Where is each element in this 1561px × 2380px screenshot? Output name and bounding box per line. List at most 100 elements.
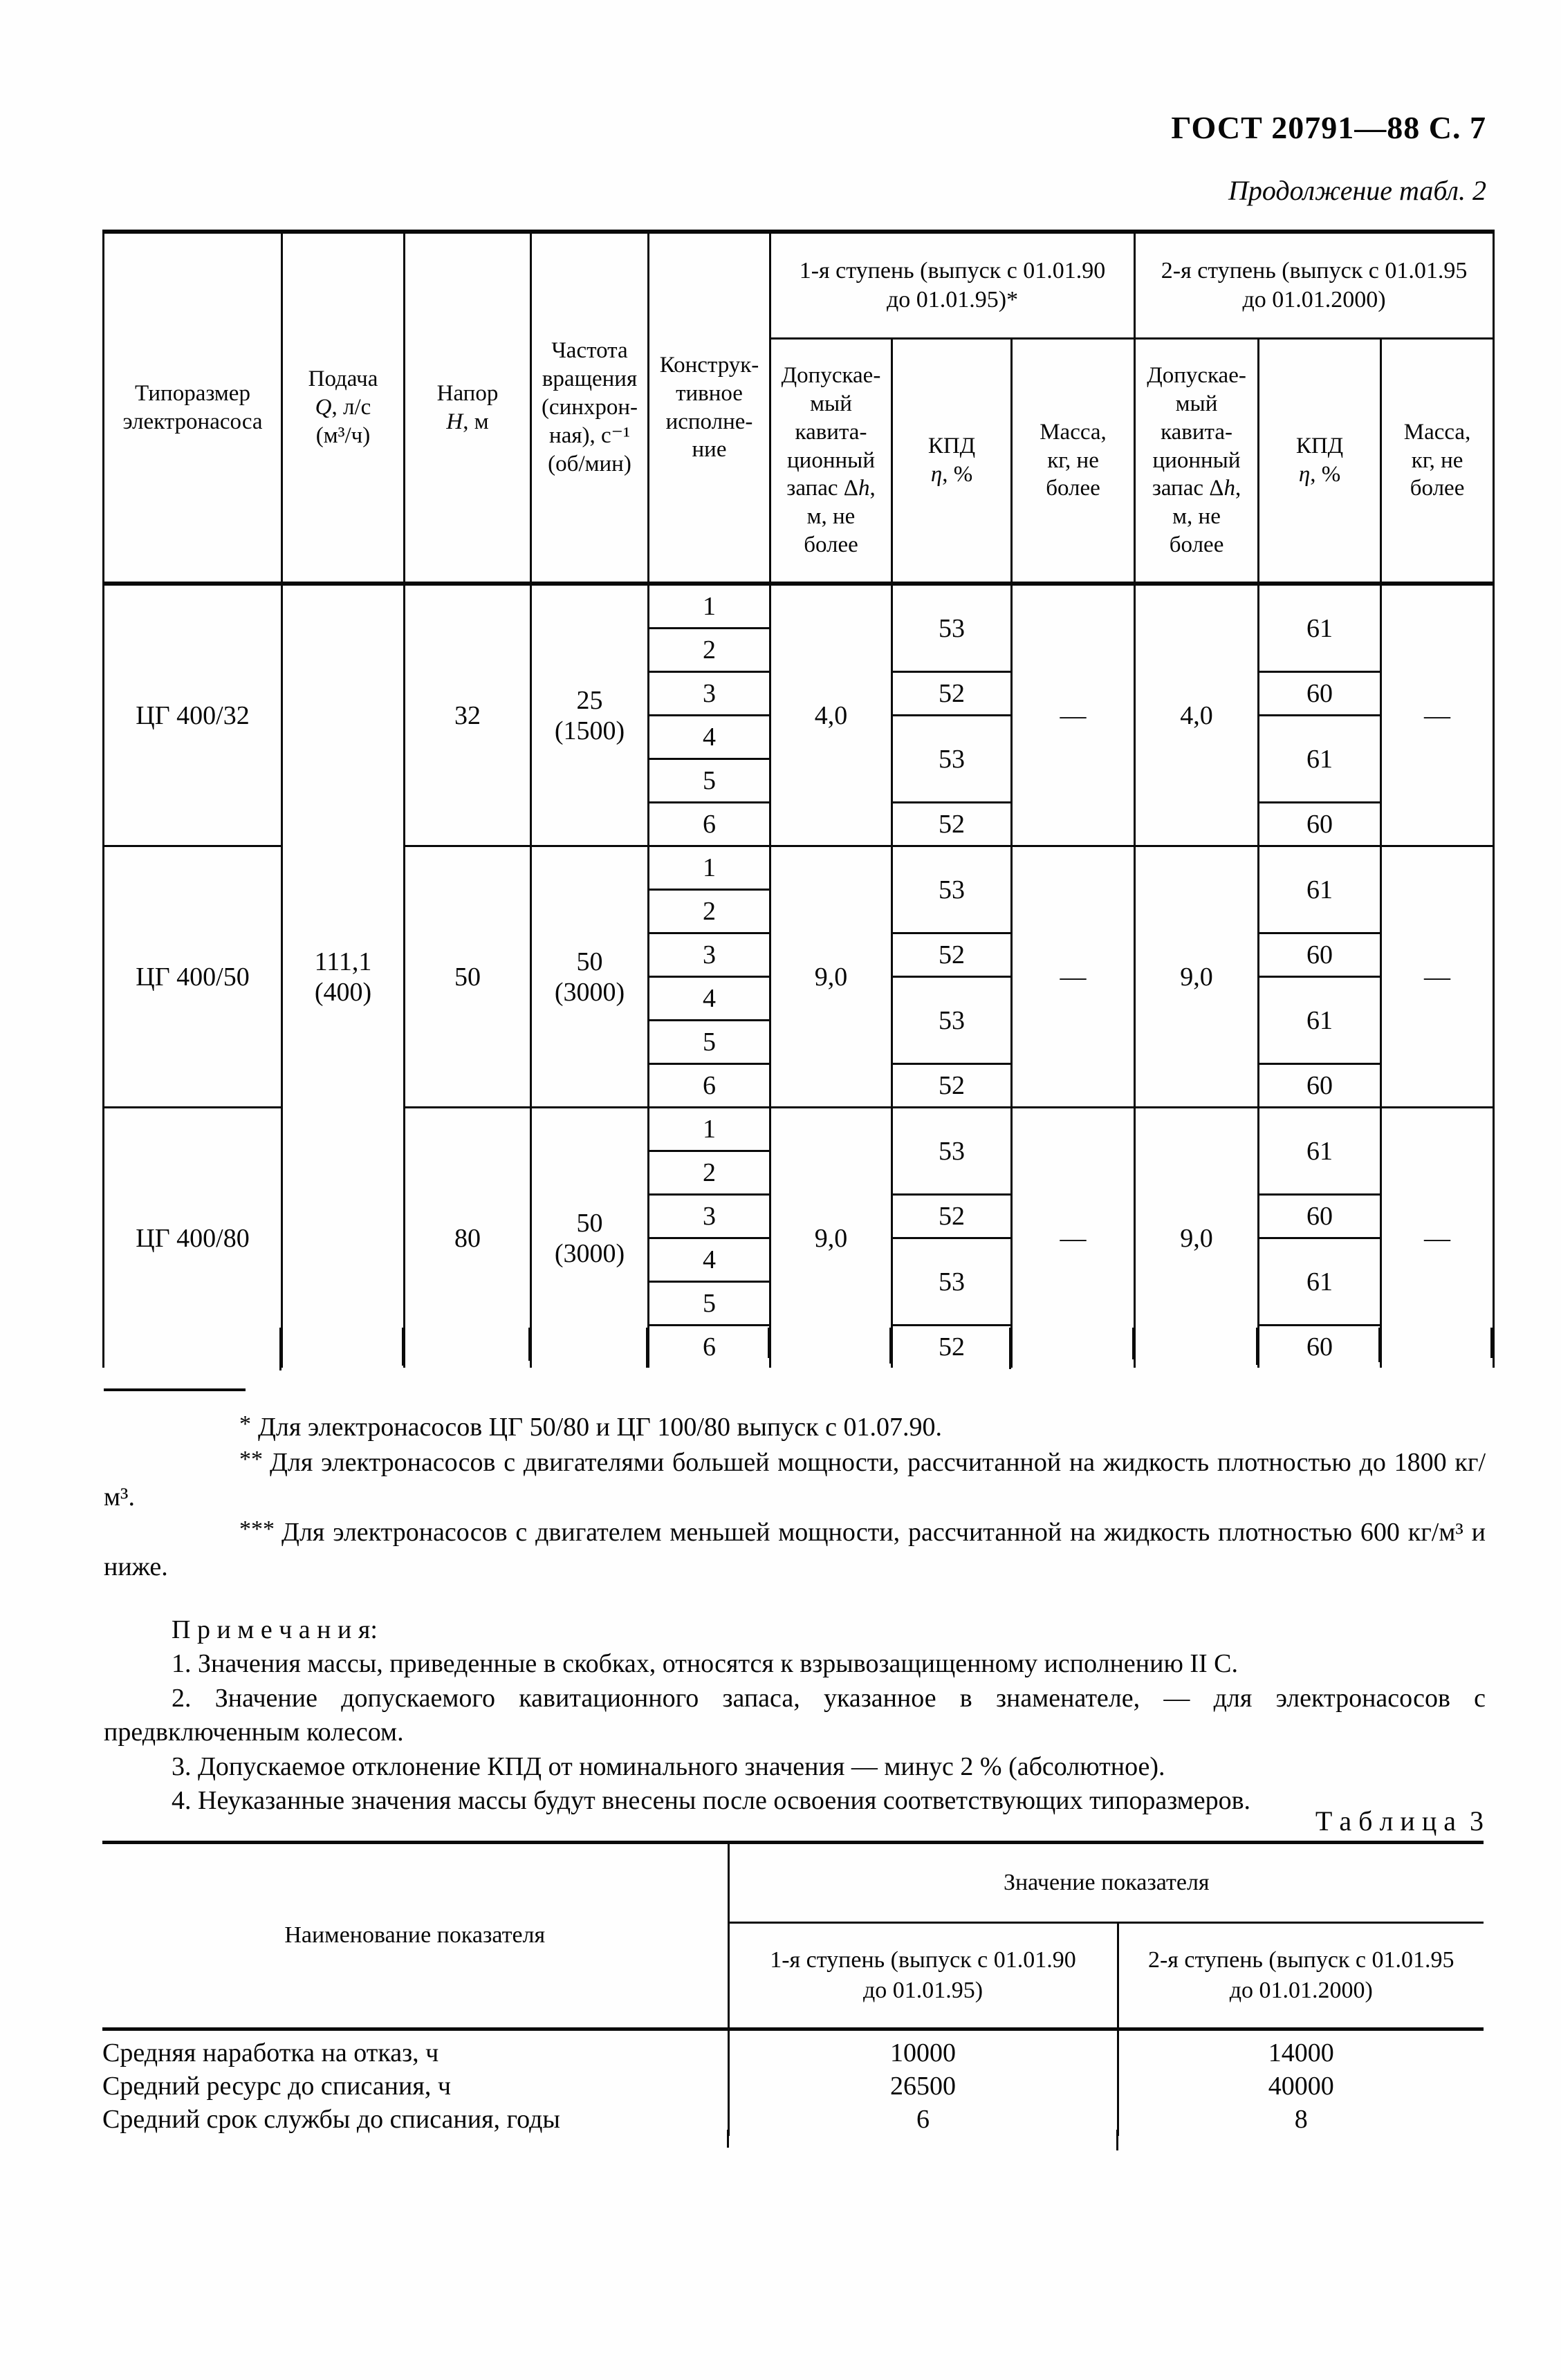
table-edge-stub xyxy=(727,2130,729,2148)
table-row: ЦГ 400/80 80 50 (3000) 1 9,0 53 — 9,0 61… xyxy=(102,1106,1495,1368)
table-row: ЦГ 400/50 50 50 (3000) 1 9,0 53 — 9,0 61… xyxy=(102,845,1495,1108)
table-edge-stub xyxy=(402,1328,404,1366)
cell-ispolnenie: 6 xyxy=(647,1063,771,1108)
table-edge-stub xyxy=(768,1328,770,1358)
cell-ispolnenie: 2 xyxy=(647,1150,771,1196)
col-header-podacha: Подача Q, л/с (м³/ч) xyxy=(281,230,405,586)
table-edge-stub xyxy=(1378,1328,1380,1362)
cell-chastota: 50 (3000) xyxy=(530,1106,649,1368)
footnote: ** Для электронасосов с двигателями больш… xyxy=(104,1444,1486,1514)
table-row: Средний ресурс до списания, ч 26500 4000… xyxy=(102,2070,1484,2103)
cell-ispolnenie: 1 xyxy=(647,582,771,629)
cell-model: ЦГ 400/50 xyxy=(102,845,283,1108)
cell-napor: 50 xyxy=(403,845,532,1108)
table-row: 3 52 60 xyxy=(104,932,1494,978)
table-row: 2 xyxy=(104,1150,1494,1196)
footnote: * Для электронасосов ЦГ 50/80 и ЦГ 100/80… xyxy=(104,1409,1486,1444)
cell-ispolnenie: 3 xyxy=(647,1193,771,1239)
col-header-massa-2: Масса, кг, не более xyxy=(1380,337,1495,586)
header-row-sub: Допускае- мый кавита- ционный запас Δh, … xyxy=(104,337,1495,586)
footnotes-and-notes: * Для электронасосов ЦГ 50/80 и ЦГ 100/80… xyxy=(104,1409,1486,1818)
table-row: 3 52 60 xyxy=(104,671,1494,716)
cell-kpd2: 61 xyxy=(1257,1106,1383,1196)
cell-ispolnenie: 3 xyxy=(647,932,771,978)
napor-symbol-line: Н, м xyxy=(446,409,489,434)
cell-kpd1: 53 xyxy=(891,714,1013,803)
table-row: 5 xyxy=(104,1281,1494,1326)
cell-dop1: 9,0 xyxy=(769,845,893,1108)
col-header-napor: Напор Н, м xyxy=(403,230,532,586)
cell-kpd2: 61 xyxy=(1257,845,1383,934)
group-header-stage1: 1-я ступень (выпуск с 01.01.90 до 01.01.… xyxy=(768,230,1136,340)
cell-ispolnenie: 2 xyxy=(647,627,771,673)
col-header-value: Значение показателя xyxy=(728,1841,1484,1924)
table-row: 3 52 60 xyxy=(104,1193,1494,1239)
cell-ispolnenie: 4 xyxy=(647,1237,771,1283)
table-edge-stub xyxy=(1490,1328,1493,1358)
cell-podacha-value: 111,1 (400) xyxy=(281,582,405,1368)
col-header-kpd-2: КПД η, % xyxy=(1257,337,1383,586)
col-header-konstruktivnoe: Конструк- тивное исполне- ние xyxy=(647,230,771,586)
cell-ispolnenie: 6 xyxy=(647,801,771,847)
table-edge-stub xyxy=(1256,1328,1258,1365)
cell-ispolnenie: 5 xyxy=(647,1281,771,1326)
cell-indicator-name: Средний срок службы до списания, годы xyxy=(102,2103,730,2136)
table-row: Средний срок службы до списания, годы 6 … xyxy=(102,2103,1484,2136)
col-header-chastota: Частота вращения (синхрон- ная), с⁻¹ (об… xyxy=(530,230,649,586)
cell-indicator-name: Средний ресурс до списания, ч xyxy=(102,2070,730,2103)
cell-kpd2: 60 xyxy=(1257,801,1383,847)
table-row: 4 53 61 xyxy=(104,714,1494,803)
cell-dop1: 4,0 xyxy=(769,582,893,847)
cell-ispolnenie: 1 xyxy=(647,1106,771,1152)
cell-kpd1: 52 xyxy=(891,932,1013,978)
cell-napor: 32 xyxy=(403,582,532,847)
table-edge-stub xyxy=(889,1328,892,1364)
cell-ispolnenie: 3 xyxy=(647,671,771,716)
cell-kpd1: 52 xyxy=(891,671,1013,716)
table-row: ЦГ 400/32 111,1 (400) 32 25 (1500) 1 4,0… xyxy=(102,582,1495,1368)
cell-napor: 80 xyxy=(403,1106,532,1368)
podacha-title: Подача xyxy=(308,366,378,392)
cell-model: ЦГ 400/80 xyxy=(102,1106,283,1368)
table2-caption: Продолжение табл. 2 xyxy=(1228,175,1486,206)
doc-reference: ГОСТ 20791—88 С. 7 xyxy=(1171,110,1486,145)
cell-ispolnenie: 4 xyxy=(647,714,771,760)
footnote-marker: * xyxy=(239,1411,251,1437)
cell-ispolnenie: 1 xyxy=(647,845,771,891)
footnote-marker: ** xyxy=(239,1447,263,1473)
table-row: 5 xyxy=(104,1019,1494,1065)
cell-kpd2: 60 xyxy=(1257,1063,1383,1108)
col-header-typorazmer: Типоразмер электронасоса xyxy=(102,230,283,586)
cell-kpd1: 52 xyxy=(891,1063,1013,1108)
cell-dop2: 9,0 xyxy=(1134,1106,1260,1368)
cell-kpd2: 60 xyxy=(1257,671,1383,716)
footnote-marker: *** xyxy=(239,1516,275,1543)
col-header-name: Наименование показателя xyxy=(102,1841,730,2031)
cell-massa1: — xyxy=(1010,1106,1136,1368)
cell-kpd2: 60 xyxy=(1257,1324,1383,1368)
cell-kpd1: 52 xyxy=(891,1193,1013,1239)
table-row: 4 53 61 xyxy=(104,1237,1494,1326)
cell-indicator-name: Средняя наработка на отказ, ч xyxy=(102,2029,730,2070)
notes-title: П р и м е ч а н и я: xyxy=(172,1615,378,1644)
table-edge-stub xyxy=(279,1328,281,1370)
cell-kpd1: 53 xyxy=(891,845,1013,934)
cell-model: ЦГ 400/32 xyxy=(102,582,283,847)
col-header-massa-1: Масса, кг, не более xyxy=(1010,337,1136,586)
cell-massa2: — xyxy=(1380,1106,1495,1368)
cell-chastota: 50 (3000) xyxy=(530,845,649,1108)
col-header-dopuskaemy-2: Допускае- мый кавита- ционный запас Δh, … xyxy=(1134,337,1260,586)
note-item: 2. Значение допускаемого кавитационного … xyxy=(104,1683,1486,1747)
header-row-sub: 1-я ступень (выпуск с 01.01.90 до 01.01.… xyxy=(102,1922,1484,2031)
napor-title: Напор xyxy=(436,380,499,406)
cell-kpd1: 52 xyxy=(891,1324,1013,1368)
table-row: 4 53 61 xyxy=(104,976,1494,1065)
table2: Типоразмер электронасоса Подача Q, л/с (… xyxy=(102,230,1495,1370)
col-header-dopuskaemy-1: Допускае- мый кавита- ционный запас Δh, … xyxy=(769,337,893,586)
table3: Наименование показателя Значение показат… xyxy=(102,1841,1484,2150)
cell-stage1-value: 10000 xyxy=(728,2029,1119,2070)
cell-kpd1: 53 xyxy=(891,582,1013,673)
cell-massa2: — xyxy=(1380,582,1495,847)
cell-kpd2: 60 xyxy=(1257,932,1383,978)
